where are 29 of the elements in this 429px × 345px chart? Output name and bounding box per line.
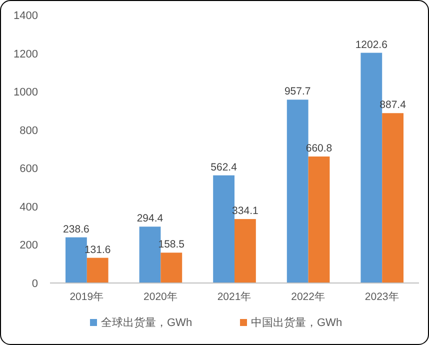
data-label: 957.7	[284, 86, 311, 98]
x-tick-label: 2021年	[217, 291, 252, 303]
data-label: 294.4	[136, 212, 164, 225]
bar	[66, 237, 87, 283]
y-tick-label: 600	[20, 163, 38, 176]
x-tick-label: 2022年	[291, 291, 326, 303]
x-tick-label: 2023年	[364, 291, 400, 303]
bar	[382, 113, 404, 283]
bar	[213, 175, 234, 283]
bar	[234, 219, 256, 283]
data-label: 562.4	[210, 161, 238, 174]
bar	[286, 100, 308, 283]
legend-label: 全球出货量，GWh	[101, 316, 192, 329]
y-tick-label: 400	[20, 201, 38, 214]
bar	[308, 156, 330, 283]
y-tick-label: 1400	[14, 10, 38, 22]
y-tick-label: 1000	[14, 86, 38, 99]
y-tick-label: 800	[20, 124, 38, 137]
bar	[139, 226, 161, 283]
bar	[160, 252, 182, 283]
y-tick-label: 0	[32, 278, 38, 290]
y-tick-label: 200	[20, 240, 38, 252]
x-tick-label: 2020年	[144, 291, 178, 303]
bar	[86, 258, 108, 283]
data-label: 238.6	[63, 223, 90, 236]
data-label: 1202.6	[355, 38, 388, 51]
legend-label: 中国出货量，GWh	[251, 316, 342, 329]
x-tick-label: 2019年	[70, 291, 104, 303]
y-tick-label: 1200	[14, 48, 38, 60]
